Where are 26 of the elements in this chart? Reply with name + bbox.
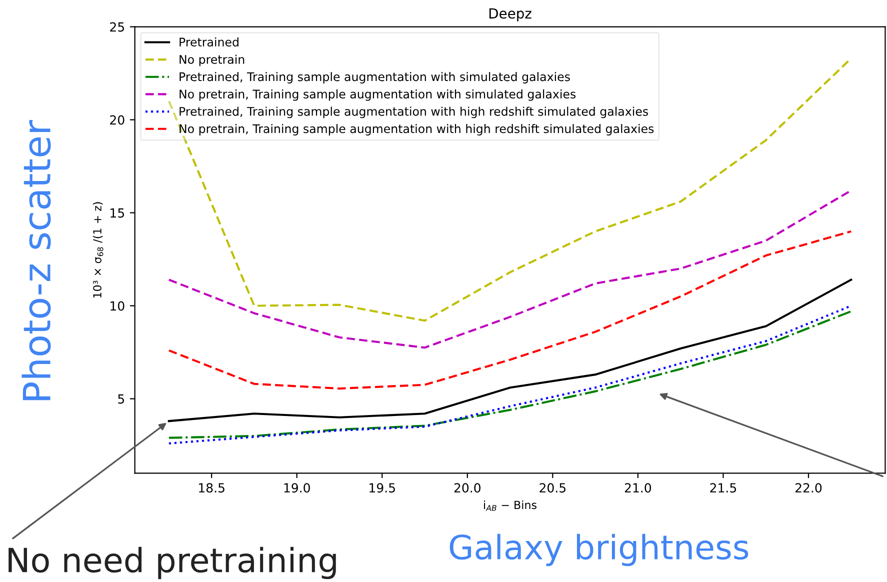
y-tick-label: 20	[110, 115, 124, 125]
x-tick-label: 21.0	[624, 483, 652, 493]
text: Galaxy brightness	[450, 534, 748, 566]
x-tick-label: 20.5	[540, 483, 566, 493]
x-tick-label: 19.0	[284, 483, 310, 493]
chart-title: Deepz	[489, 8, 532, 22]
annotation: No need pretraining	[8, 546, 336, 580]
legend-label: Pretrained, Training sample augmentation with high redshift simulated galaxies	[180, 106, 648, 118]
x-tick-label: 22.0	[795, 483, 822, 493]
y-tick-label: 10	[110, 301, 124, 311]
x-tick-label: 21.5	[710, 483, 736, 493]
y-tick-label: 5	[118, 394, 124, 404]
x-axis-title: i$_{AB}$ − Bins	[484, 500, 536, 511]
x-tick-label: 20.0	[454, 483, 480, 493]
x-tick-label: 18.5	[199, 483, 224, 493]
legend-label: No pretrain, Training sample augmentation with simulated galaxies	[180, 89, 576, 101]
y-tick-label: 15	[110, 208, 124, 218]
legend-label: Pretrained, Training sample augmentation with simulated galaxies	[180, 72, 570, 84]
legend-label: No pretrain	[180, 54, 244, 66]
line-series	[168, 230, 852, 390]
text: Photo-z scatter	[22, 120, 51, 400]
legend-label: Pretrained	[180, 37, 238, 47]
y-axis-title: 10³ × σ$_{68}$ /(1 + z)	[92, 202, 104, 298]
line-series	[168, 278, 852, 422]
x-tick-label: 19.5	[370, 483, 395, 493]
y-tick-label: 25	[110, 22, 124, 32]
